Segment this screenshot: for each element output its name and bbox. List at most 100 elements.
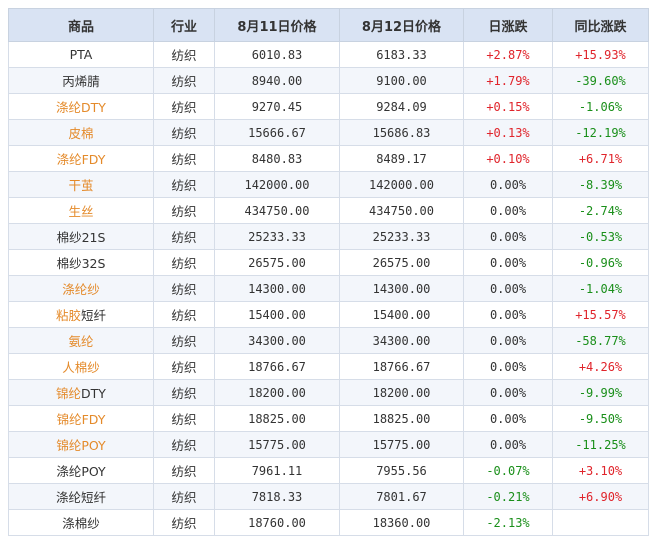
- daily-change-cell: 0.00%: [463, 301, 553, 328]
- header-price-aug12[interactable]: 8月12日价格: [339, 8, 464, 42]
- price-aug11-cell: 6010.83: [214, 41, 340, 68]
- commodity-name-link[interactable]: 锦纶FDY: [56, 412, 106, 427]
- table-row: 人棉纱 纺织 18766.67 18766.67 0.00% +4.26%: [8, 353, 649, 380]
- header-yoy-change[interactable]: 同比涨跌: [552, 8, 649, 42]
- commodity-name: 棉纱21S: [56, 230, 106, 245]
- commodity-name-cell[interactable]: 皮棉: [8, 119, 154, 146]
- price-aug12-cell: 18360.00: [339, 509, 464, 536]
- price-aug11-cell: 18200.00: [214, 379, 340, 406]
- table-row: 粘胶短纤 纺织 15400.00 15400.00 0.00% +15.57%: [8, 301, 649, 328]
- yoy-change-cell: +4.26%: [552, 353, 649, 380]
- yoy-change-cell: -0.53%: [552, 223, 649, 250]
- header-industry[interactable]: 行业: [153, 8, 215, 42]
- commodity-name-cell[interactable]: 涤纶DTY: [8, 93, 154, 120]
- commodity-name-link[interactable]: 干茧: [68, 178, 94, 193]
- industry-cell: 纺织: [153, 249, 215, 276]
- price-table-container: 商品 行业 8月11日价格 8月12日价格 日涨跌 同比涨跌 PTA 纺织 6010…: [8, 8, 649, 536]
- industry-cell: 纺织: [153, 353, 215, 380]
- price-aug12-cell: 7955.56: [339, 457, 464, 484]
- table-row: 涤棉纱 纺织 18760.00 18360.00 -2.13%: [8, 509, 649, 536]
- price-aug11-cell: 434750.00: [214, 197, 340, 224]
- table-row: 棉纱32S 纺织 26575.00 26575.00 0.00% -0.96%: [8, 249, 649, 276]
- daily-change-cell: 0.00%: [463, 223, 553, 250]
- commodity-name-cell[interactable]: 氨纶: [8, 327, 154, 354]
- yoy-change-cell: -1.06%: [552, 93, 649, 120]
- table-row: 生丝 纺织 434750.00 434750.00 0.00% -2.74%: [8, 197, 649, 224]
- table-row: 涤纶短纤 纺织 7818.33 7801.67 -0.21% +6.90%: [8, 483, 649, 510]
- commodity-name-link[interactable]: 皮棉: [68, 126, 94, 141]
- yoy-change-cell: +3.10%: [552, 457, 649, 484]
- commodity-name-link[interactable]: 锦纶POY: [56, 438, 106, 453]
- industry-cell: 纺织: [153, 431, 215, 458]
- daily-change-cell: 0.00%: [463, 171, 553, 198]
- commodity-name-cell[interactable]: 人棉纱: [8, 353, 154, 380]
- daily-change-cell: +1.79%: [463, 67, 553, 94]
- commodity-name: 涤纶POY: [56, 464, 106, 479]
- price-aug12-cell: 18766.67: [339, 353, 464, 380]
- table-row: 锦纶DTY 纺织 18200.00 18200.00 0.00% -9.99%: [8, 379, 649, 406]
- industry-cell: 纺织: [153, 457, 215, 484]
- yoy-change-cell: -1.04%: [552, 275, 649, 302]
- commodity-name-link-part[interactable]: 锦纶: [56, 386, 82, 401]
- price-aug12-cell: 9100.00: [339, 67, 464, 94]
- header-price-aug11[interactable]: 8月11日价格: [214, 8, 340, 42]
- industry-cell: 纺织: [153, 327, 215, 354]
- commodity-name-link-part[interactable]: 粘胶: [55, 308, 81, 323]
- commodity-name-cell[interactable]: 涤纶纱: [8, 275, 154, 302]
- commodity-name-cell[interactable]: 锦纶FDY: [8, 405, 154, 432]
- price-aug11-cell: 34300.00: [214, 327, 340, 354]
- commodity-name-link[interactable]: 人棉纱: [62, 360, 100, 375]
- commodity-name-cell: PTA: [8, 41, 154, 68]
- price-aug11-cell: 15400.00: [214, 301, 340, 328]
- price-aug12-cell: 15775.00: [339, 431, 464, 458]
- commodity-name-link[interactable]: 涤纶DTY: [56, 100, 106, 115]
- yoy-change-cell: -9.50%: [552, 405, 649, 432]
- price-aug11-cell: 14300.00: [214, 275, 340, 302]
- industry-cell: 纺织: [153, 509, 215, 536]
- commodity-name-cell[interactable]: 涤纶FDY: [8, 145, 154, 172]
- industry-cell: 纺织: [153, 197, 215, 224]
- commodity-name-link[interactable]: 生丝: [68, 204, 94, 219]
- industry-cell: 纺织: [153, 119, 215, 146]
- commodity-name-cell[interactable]: 干茧: [8, 171, 154, 198]
- commodity-name-cell[interactable]: 锦纶DTY: [8, 379, 154, 406]
- commodity-name-cell[interactable]: 粘胶短纤: [8, 301, 154, 328]
- yoy-change-cell: -39.60%: [552, 67, 649, 94]
- table-row: 涤纶POY 纺织 7961.11 7955.56 -0.07% +3.10%: [8, 457, 649, 484]
- commodity-name: 涤纶短纤: [55, 490, 106, 505]
- price-aug11-cell: 142000.00: [214, 171, 340, 198]
- price-aug11-cell: 8480.83: [214, 145, 340, 172]
- price-aug12-cell: 7801.67: [339, 483, 464, 510]
- price-aug12-cell: 434750.00: [339, 197, 464, 224]
- price-aug12-cell: 18825.00: [339, 405, 464, 432]
- daily-change-cell: +0.15%: [463, 93, 553, 120]
- daily-change-cell: 0.00%: [463, 327, 553, 354]
- yoy-change-cell: -9.99%: [552, 379, 649, 406]
- table-row: 皮棉 纺织 15666.67 15686.83 +0.13% -12.19%: [8, 119, 649, 146]
- header-commodity[interactable]: 商品: [8, 8, 154, 42]
- commodity-name-link[interactable]: 涤纶FDY: [56, 152, 106, 167]
- commodity-name-cell[interactable]: 锦纶POY: [8, 431, 154, 458]
- commodity-name-link[interactable]: 涤纶纱: [62, 282, 100, 297]
- yoy-change-cell: -12.19%: [552, 119, 649, 146]
- industry-cell: 纺织: [153, 483, 215, 510]
- industry-cell: 纺织: [153, 171, 215, 198]
- industry-cell: 纺织: [153, 405, 215, 432]
- price-aug11-cell: 15775.00: [214, 431, 340, 458]
- price-aug12-cell: 14300.00: [339, 275, 464, 302]
- yoy-change-cell: -11.25%: [552, 431, 649, 458]
- commodity-name-cell: 棉纱32S: [8, 249, 154, 276]
- table-row: 涤纶DTY 纺织 9270.45 9284.09 +0.15% -1.06%: [8, 93, 649, 120]
- daily-change-cell: +2.87%: [463, 41, 553, 68]
- header-daily-change[interactable]: 日涨跌: [463, 8, 553, 42]
- price-aug11-cell: 7818.33: [214, 483, 340, 510]
- table-row: 涤纶FDY 纺织 8480.83 8489.17 +0.10% +6.71%: [8, 145, 649, 172]
- commodity-name-cell[interactable]: 生丝: [8, 197, 154, 224]
- commodity-name-cell: 涤棉纱: [8, 509, 154, 536]
- industry-cell: 纺织: [153, 93, 215, 120]
- commodity-name-cell: 棉纱21S: [8, 223, 154, 250]
- table-row: 丙烯腈 纺织 8940.00 9100.00 +1.79% -39.60%: [8, 67, 649, 94]
- table-row: 锦纶FDY 纺织 18825.00 18825.00 0.00% -9.50%: [8, 405, 649, 432]
- commodity-name-link[interactable]: 氨纶: [68, 334, 94, 349]
- table-row: PTA 纺织 6010.83 6183.33 +2.87% +15.93%: [8, 41, 649, 68]
